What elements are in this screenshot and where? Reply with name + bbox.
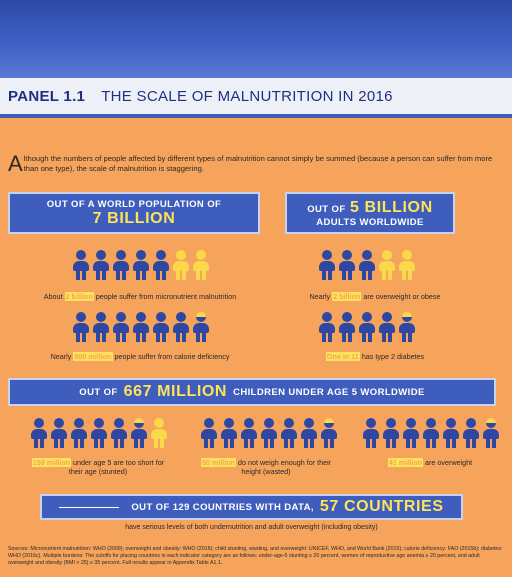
child-overweight-caption: 41 million are overweight (387, 458, 473, 467)
person-icon (378, 250, 396, 280)
stunted-highlight: 159 million (31, 458, 72, 467)
sources-note: Sources: Micronutrient malnutrition: WHO… (8, 546, 503, 566)
stunted-figures (30, 418, 168, 448)
child-overweight-highlight: 41 million (387, 458, 423, 467)
calorie-highlight: 800 million (73, 352, 113, 361)
person-icon (112, 312, 130, 342)
person-icon (112, 250, 130, 280)
person-icon (300, 418, 318, 448)
wasted-caption: 50 million do not weigh enough for their… (200, 458, 332, 476)
person-icon (70, 418, 88, 448)
panel-title-bar: PANEL 1.1 THE SCALE OF MALNUTRITION IN 2… (0, 78, 512, 118)
person-icon (402, 418, 420, 448)
children-suffix: CHILDREN UNDER AGE 5 WORLDWIDE (233, 386, 425, 398)
person-icon (338, 312, 356, 342)
person-icon (200, 418, 218, 448)
person-icon (378, 312, 396, 342)
person-icon (110, 418, 128, 448)
panel-label: PANEL 1.1 (8, 87, 86, 105)
adult-overweight-figures (318, 250, 416, 280)
person-icon (72, 312, 90, 342)
stunted-caption: 159 million under age 5 are too short fo… (31, 458, 165, 476)
person-icon (382, 418, 400, 448)
panel-title: THE SCALE OF MALNUTRITION IN 2016 (101, 87, 393, 105)
person-icon (362, 418, 380, 448)
wasted-highlight: 50 million (200, 458, 237, 467)
person-icon (192, 312, 210, 342)
person-icon (72, 250, 90, 280)
adult-overweight-caption: Nearly 2 billion are overweight or obese (309, 292, 441, 301)
adults-box: OUT OF 5 BILLION ADULTS WORLDWIDE (285, 192, 455, 234)
micronutrient-highlight: 2 billion (64, 292, 94, 301)
adult-diabetes-caption: One in 11 has type 2 diabetes (325, 352, 425, 361)
countries-divider (59, 506, 120, 508)
person-icon (152, 250, 170, 280)
adults-line2: ADULTS WORLDWIDE (316, 217, 424, 228)
person-icon (152, 312, 170, 342)
person-icon (192, 250, 210, 280)
child-overweight-figures (362, 418, 500, 448)
person-icon (358, 250, 376, 280)
adult-overweight-highlight: 2 billion (332, 292, 362, 301)
person-icon (172, 312, 190, 342)
adult-diabetes-figures (318, 312, 416, 342)
children-prefix: OUT OF (79, 386, 118, 398)
micronutrient-caption: About 2 billion people suffer from micro… (43, 292, 237, 301)
person-icon (422, 418, 440, 448)
micronutrient-figures (72, 250, 210, 280)
world-line2: 7 BILLION (92, 210, 176, 227)
person-icon (130, 418, 148, 448)
person-icon (358, 312, 376, 342)
wasted-figures (200, 418, 338, 448)
person-icon (318, 250, 336, 280)
person-icon (50, 418, 68, 448)
world-population-box: OUT OF A WORLD POPULATION OF 7 BILLION (8, 192, 260, 234)
person-icon (320, 418, 338, 448)
children-box: OUT OF 667 MILLION CHILDREN UNDER AGE 5 … (8, 378, 496, 406)
person-icon (90, 418, 108, 448)
person-icon (482, 418, 500, 448)
adults-big: 5 BILLION (350, 199, 433, 216)
adults-prefix: OUT OF (307, 204, 346, 215)
countries-prefix: OUT OF 129 COUNTRIES WITH DATA, (131, 501, 314, 513)
drop-cap: A (8, 151, 23, 176)
person-icon (462, 418, 480, 448)
person-icon (30, 418, 48, 448)
person-icon (220, 418, 238, 448)
countries-subline: have serious levels of both undernutriti… (125, 524, 378, 531)
adult-diabetes-highlight: One in 11 (325, 352, 360, 361)
person-icon (318, 312, 336, 342)
person-icon (260, 418, 278, 448)
person-icon (280, 418, 298, 448)
person-icon (132, 312, 150, 342)
person-icon (92, 250, 110, 280)
person-icon (338, 250, 356, 280)
calorie-figures (72, 312, 210, 342)
world-line1: OUT OF A WORLD POPULATION OF (46, 199, 222, 210)
person-icon (398, 250, 416, 280)
person-icon (92, 312, 110, 342)
person-icon (398, 312, 416, 342)
person-icon (132, 250, 150, 280)
intro-text: lthough the numbers of people affected b… (23, 154, 493, 173)
top-banner (0, 0, 512, 78)
person-icon (172, 250, 190, 280)
person-icon (150, 418, 168, 448)
children-big: 667 MILLION (123, 383, 228, 400)
countries-big: 57 COUNTRIES (319, 498, 444, 515)
calorie-caption: Nearly 800 million people suffer from ca… (50, 352, 230, 361)
person-icon (442, 418, 460, 448)
countries-box: OUT OF 129 COUNTRIES WITH DATA, 57 COUNT… (40, 494, 463, 520)
person-icon (240, 418, 258, 448)
